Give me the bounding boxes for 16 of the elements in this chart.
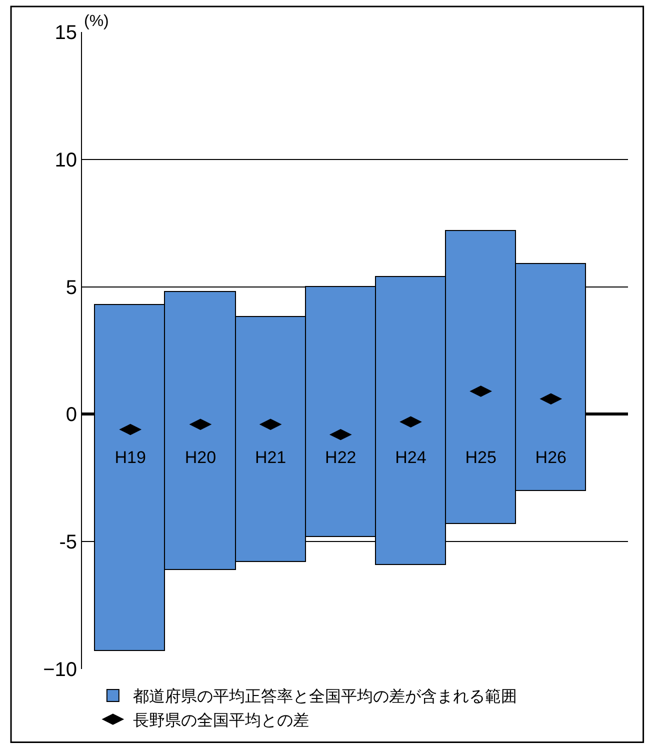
y-tick-label: 10	[54, 149, 77, 172]
y-tick-label: 0	[66, 404, 77, 426]
x-tick-label: H19	[114, 448, 146, 467]
x-tick-label: H22	[325, 448, 356, 467]
x-tick-label: H20	[184, 448, 216, 467]
x-tick-label: H25	[465, 448, 496, 467]
y-tick-label: 15	[54, 22, 77, 44]
legend-label: 都道府県の平均正答率と全国平均の差が含まれる範囲	[132, 688, 517, 706]
x-tick-label: H21	[254, 448, 286, 467]
y-tick-label: -5	[59, 532, 77, 554]
y-tick-label: −10	[43, 659, 77, 681]
y-axis-title: (%)	[84, 13, 109, 30]
y-tick-label: 5	[66, 276, 77, 299]
legend-label: 長野県の全国平均との差	[132, 711, 309, 730]
x-tick-label: H24	[395, 448, 426, 467]
x-tick-label: H26	[535, 448, 566, 467]
